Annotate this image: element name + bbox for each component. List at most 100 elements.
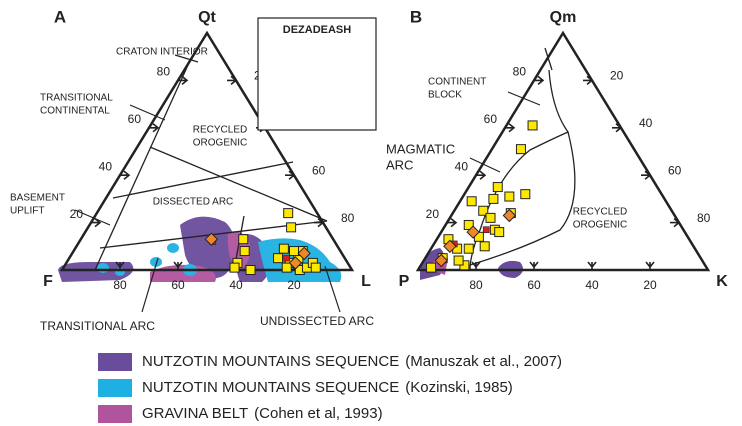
tick-mark (314, 217, 325, 228)
tick-mark (447, 217, 458, 228)
legend-label: NUTZOTIN MOUNTAINS SEQUENCE (Kozinski, 19… (142, 379, 513, 396)
data-point (297, 246, 311, 261)
tick-mark (505, 123, 516, 133)
field-label: TRANSITIONAL ARC (40, 319, 155, 333)
tick-mark (149, 123, 160, 133)
apex-label: L (361, 273, 371, 290)
tick-mark (120, 170, 131, 180)
legend-label: GRAVINA BELT (Cohen et al, 1993) (142, 405, 383, 422)
tick-mark (534, 75, 545, 86)
chart-title: A (54, 7, 66, 26)
tick-label: 40 (455, 159, 469, 173)
data-point (310, 262, 321, 273)
apex-label: P (399, 273, 410, 290)
field-label: BASEMENT (10, 193, 65, 204)
tick-mark (227, 75, 238, 86)
tick-mark (91, 217, 102, 228)
data-point (426, 262, 437, 273)
data-point (289, 246, 299, 257)
apex-label: K (716, 273, 728, 290)
pointer-arrows (74, 54, 541, 313)
tick-mark (285, 170, 296, 180)
field-label: TRANSITIONAL (40, 93, 113, 104)
field-label: RECYCLED (193, 125, 247, 136)
legend-swatch (98, 353, 132, 371)
field-label: OROGENIC (573, 220, 627, 231)
tick-label: 60 (668, 163, 682, 177)
data-point (229, 262, 240, 273)
tick-label: 60 (171, 278, 185, 292)
field-label: UNDISSECTED ARC (260, 314, 374, 328)
tick-label: 20 (610, 69, 624, 83)
tick-label: 40 (639, 116, 653, 130)
data-point (502, 208, 517, 223)
legend-label: NUTZOTIN MOUNTAINS SEQUENCE (Manuszak et … (142, 353, 562, 370)
field-label: CONTINENT (428, 77, 486, 88)
tick-label: 60 (128, 112, 142, 126)
tick-label: 40 (99, 159, 113, 173)
tick-mark (173, 261, 183, 270)
field-label: OROGENIC (193, 138, 247, 149)
data-point (515, 144, 526, 155)
data-point (283, 208, 294, 219)
field-label: CRATON INTERIOR (116, 47, 208, 58)
data-point (463, 243, 474, 254)
tick-mark (583, 75, 594, 86)
data-point (239, 246, 250, 257)
tick-mark (476, 170, 487, 180)
tick-label: 80 (469, 278, 483, 292)
tick-label: 80 (513, 65, 527, 79)
field-label: CONTINENTAL (40, 106, 110, 117)
data-point (453, 255, 464, 266)
data-point (283, 254, 291, 262)
field-label: MAGMATIC (386, 141, 455, 156)
tick-label: 20 (643, 278, 657, 292)
apex-label: F (43, 273, 53, 290)
chart-title: B (410, 7, 422, 26)
tick-label: 20 (70, 207, 84, 221)
bottom-legend: NUTZOTIN MOUNTAINS SEQUENCE (Manuszak et … (98, 353, 562, 423)
legend-source: (Cohen et al, 1993) (254, 405, 382, 422)
tick-label: 60 (484, 112, 498, 126)
legend-box (257, 17, 377, 131)
data-point (482, 226, 490, 234)
data-point (273, 253, 284, 264)
data-point (204, 232, 219, 246)
tick-label: 40 (585, 278, 599, 292)
data-point (245, 265, 256, 275)
data-point (288, 256, 303, 270)
tick-mark (645, 261, 655, 270)
field-label: DISSECTED ARC (153, 197, 234, 208)
legend-source: (Kozinski, 1985) (405, 379, 513, 396)
data-point (238, 234, 249, 245)
data-point (466, 196, 477, 207)
data-point (494, 227, 505, 238)
data-point (488, 193, 499, 204)
legend-swatch (98, 379, 132, 397)
data-point (527, 120, 538, 131)
tick-mark (115, 261, 125, 270)
data-point (520, 189, 531, 200)
apex-label: Qt (198, 9, 216, 26)
triangle (415, 30, 711, 272)
tick-mark (471, 261, 481, 270)
field-label: BLOCK (428, 90, 462, 101)
legend-name: NUTZOTIN MOUNTAINS SEQUENCE (142, 353, 399, 370)
data-point (463, 219, 474, 230)
tick-label: 40 (229, 278, 243, 292)
tick-mark (641, 170, 652, 180)
data-point (286, 222, 297, 233)
data-point (478, 205, 489, 216)
tick-mark (529, 261, 539, 270)
field-label: RECYCLED (573, 207, 627, 218)
tick-mark (178, 75, 189, 86)
tick-label: 80 (157, 65, 171, 79)
tick-mark (670, 217, 681, 228)
data-point (479, 241, 490, 252)
tick-mark (587, 261, 597, 270)
field-label: UPLIFT (10, 206, 44, 217)
triangle (59, 30, 355, 272)
data-point (434, 253, 448, 268)
tick-label: 60 (527, 278, 541, 292)
